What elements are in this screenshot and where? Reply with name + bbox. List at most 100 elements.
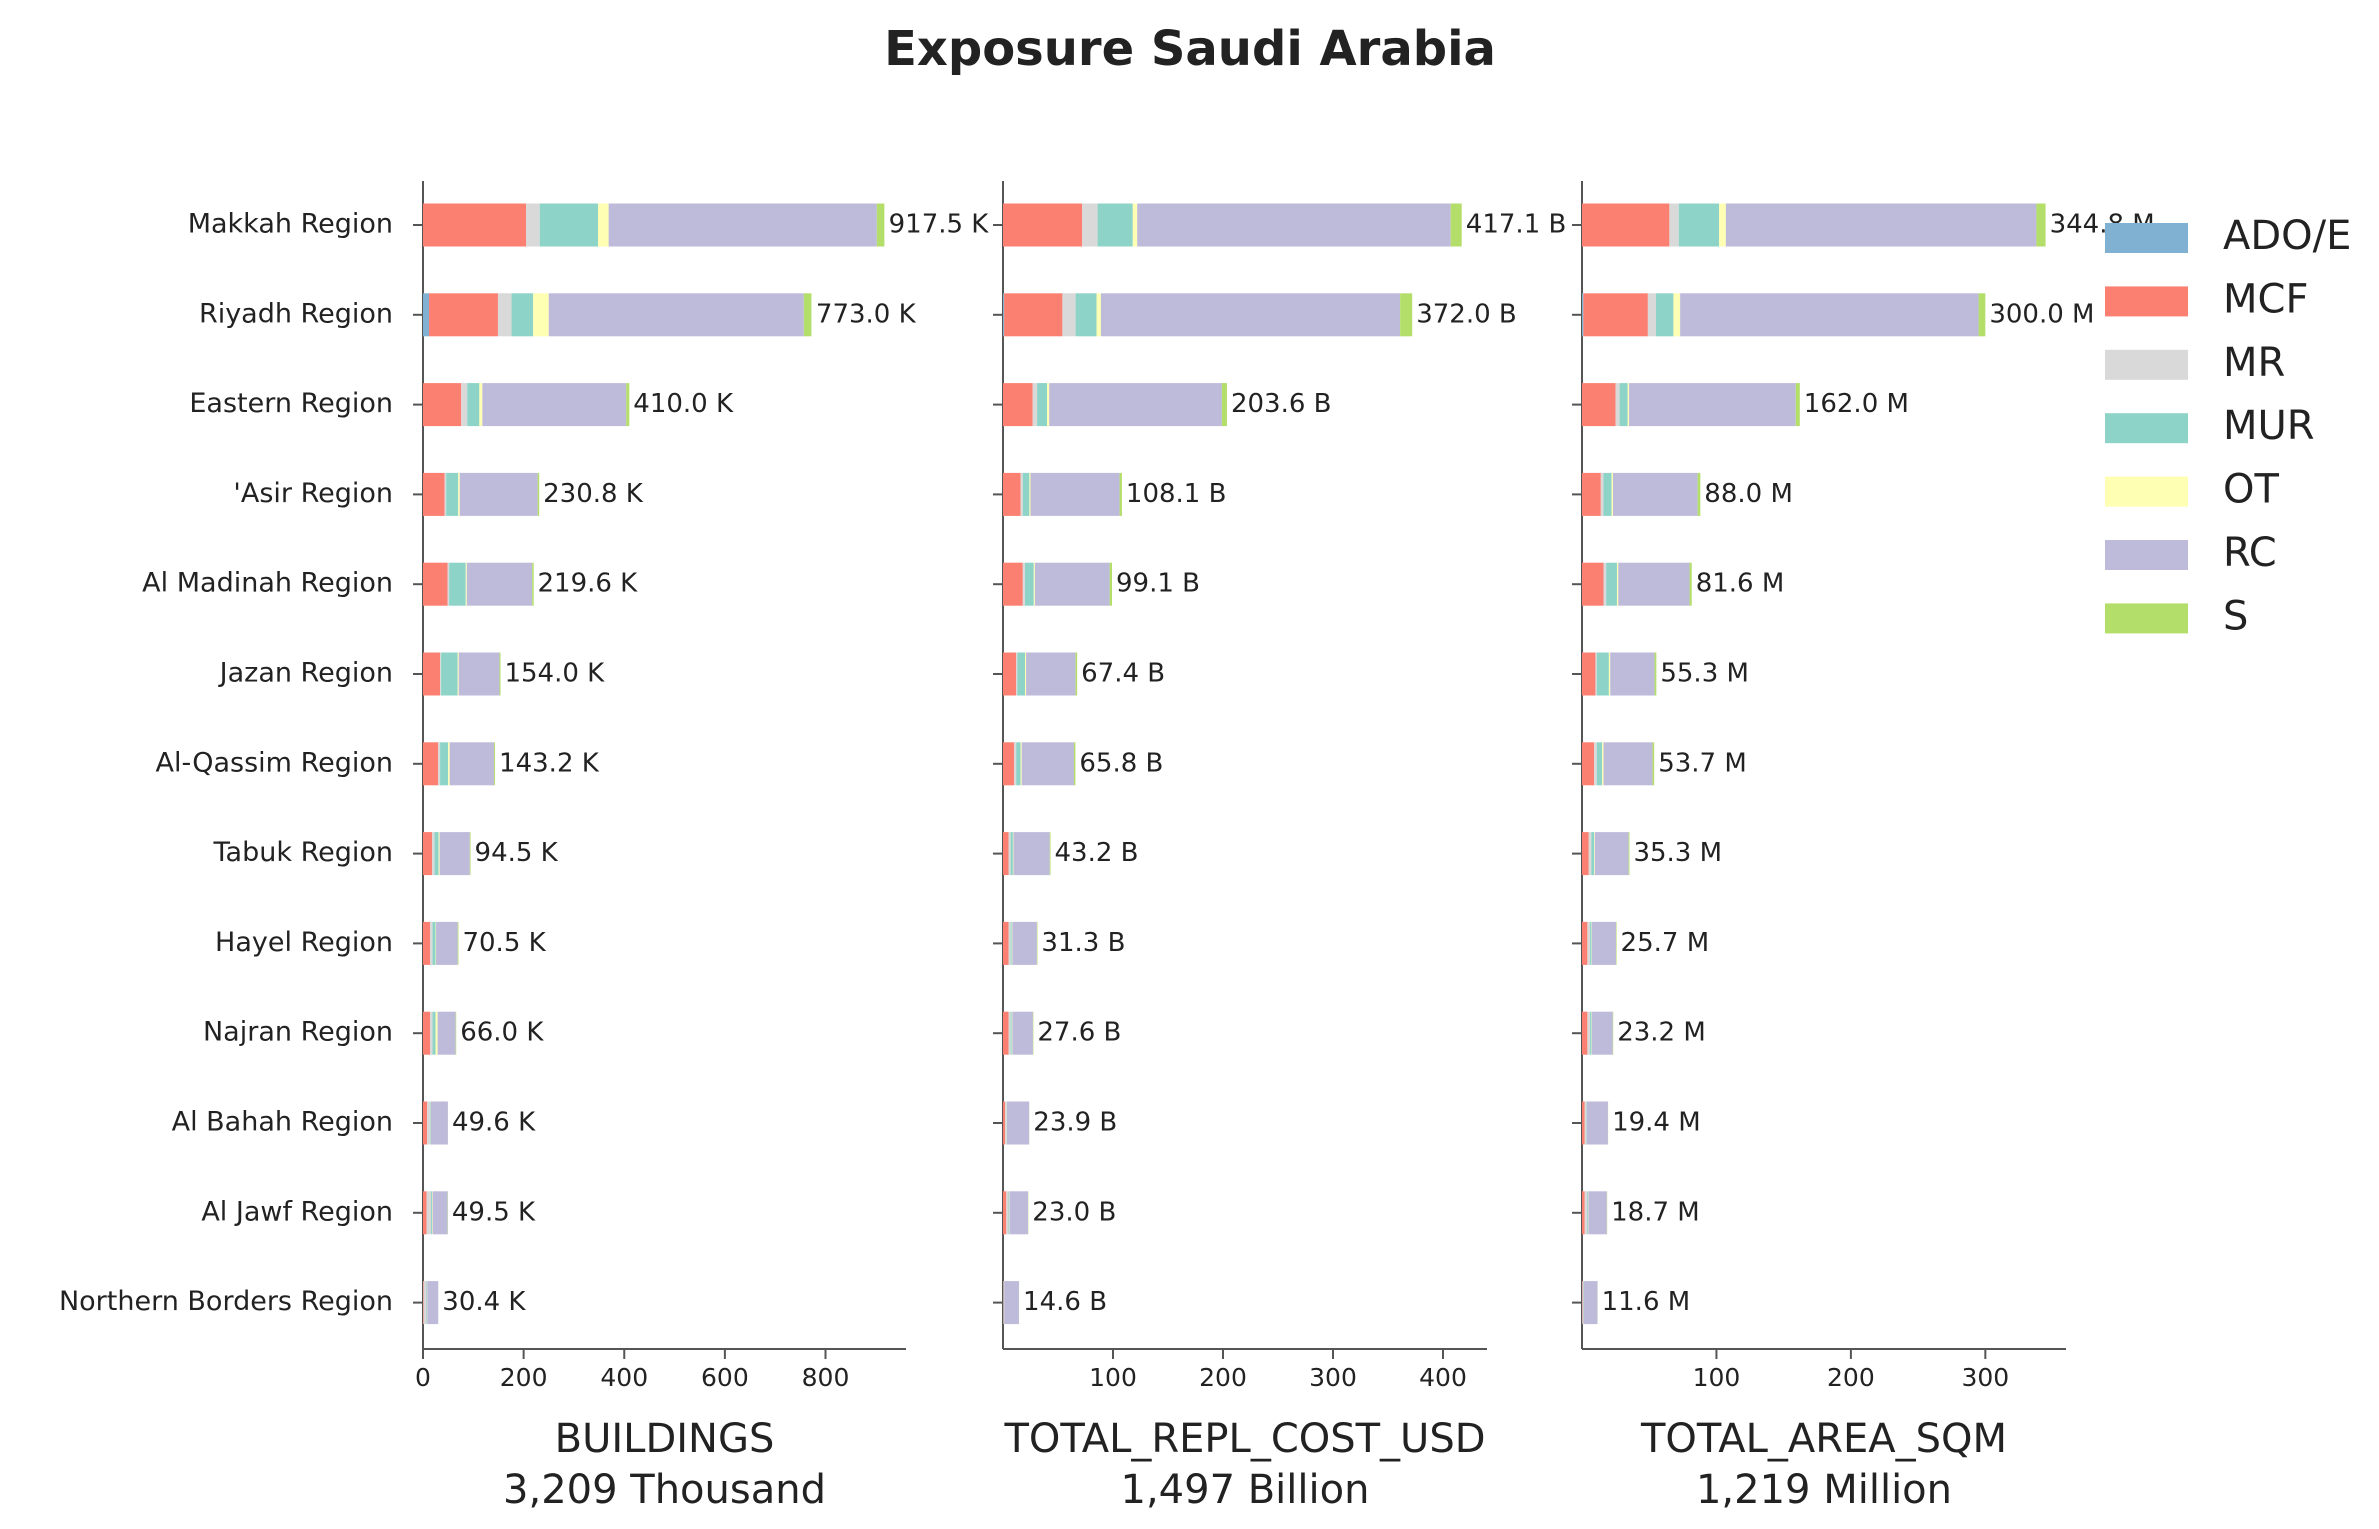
bar-segment (1020, 472, 1023, 516)
bar-segment (461, 383, 468, 427)
bar-segment (444, 472, 447, 516)
bar-segment (469, 832, 471, 876)
bar-segment (1003, 921, 1009, 965)
legend-label: MCF (2223, 276, 2308, 322)
bar-segment (1795, 383, 1800, 427)
bar-segment (1036, 921, 1038, 965)
bar-segment (423, 383, 462, 427)
x-axis-title: TOTAL_REPL_COST_USD (1003, 1416, 1485, 1462)
total-label: 11.6 M (1602, 1287, 1691, 1317)
bar-segment (432, 921, 436, 965)
bar-segment (423, 921, 431, 965)
y-tick-label: Riyadh Region (199, 298, 393, 329)
bar-segment (1615, 383, 1620, 427)
bar-segment (459, 472, 538, 516)
bar-segment (1588, 1191, 1607, 1235)
bar-segment (423, 1281, 427, 1325)
bar-segment (423, 1101, 428, 1145)
legend-label: ADO/E (2223, 213, 2351, 259)
total-label: 65.8 B (1079, 748, 1163, 778)
bar-segment (1082, 203, 1098, 247)
bar-segment (1033, 562, 1035, 606)
total-label: 66.0 K (460, 1018, 544, 1048)
bar-segment (1725, 203, 2037, 247)
bar-segment (1647, 293, 1656, 337)
bar-segment (1582, 1101, 1585, 1145)
bar-segment (1012, 1011, 1033, 1055)
bar-segment (1603, 742, 1653, 786)
bar-segment (439, 832, 470, 876)
bar-segment (1587, 1011, 1591, 1055)
bar-segment (1612, 472, 1698, 516)
bar-segment (1003, 1191, 1007, 1235)
total-label: 30.4 K (442, 1287, 526, 1317)
bar-segment (423, 1191, 427, 1235)
bar-segment (1003, 832, 1009, 876)
legend-swatch (2105, 223, 2188, 253)
bar-segment (1049, 383, 1222, 427)
bar-segment (1020, 742, 1022, 786)
bar-segment (432, 1191, 433, 1235)
bar-segment (440, 742, 449, 786)
bar-segment (457, 921, 459, 965)
total-label: 143.2 K (499, 748, 600, 778)
total-label: 53.7 M (1658, 748, 1747, 778)
x-tick-label: 400 (600, 1363, 648, 1392)
bar-segment (430, 1101, 431, 1145)
bar-segment (1583, 293, 1648, 337)
legend-label: S (2223, 593, 2248, 639)
bar-segment (1591, 832, 1595, 876)
bar-segment (1026, 652, 1076, 696)
bar-segment (1603, 472, 1612, 516)
bar-segment (1011, 1011, 1013, 1055)
bar-segment (1582, 293, 1584, 337)
bar-segment (435, 1011, 438, 1055)
bar-segment (457, 652, 459, 696)
bar-segment (526, 203, 540, 247)
bar-segment (1611, 472, 1613, 516)
bar-segment (1654, 652, 1657, 696)
bar-segment (803, 293, 812, 337)
bar-segment (1097, 203, 1133, 247)
bar-segment (423, 293, 430, 337)
total-label: 43.2 B (1055, 838, 1139, 868)
total-label: 18.7 M (1611, 1197, 1700, 1227)
bar-segment (1075, 652, 1078, 696)
bar-segment (1022, 472, 1030, 516)
bar-segment (1652, 742, 1655, 786)
bar-segment (1132, 203, 1138, 247)
bar-segment (430, 921, 433, 965)
bar-segment (533, 293, 549, 337)
bar-segment (1003, 203, 1083, 247)
total-label: 81.6 M (1696, 569, 1785, 599)
bar-segment (1006, 1191, 1009, 1235)
bar-segment (1012, 921, 1037, 965)
x-tick-label: 0 (415, 1363, 431, 1392)
bar-segment (537, 472, 540, 516)
bar-segment (1689, 562, 1692, 606)
bar-segment (1594, 832, 1629, 876)
x-tick-label: 400 (1419, 1363, 1467, 1392)
bar-segment (1008, 1011, 1011, 1055)
x-axis-subtitle: 3,209 Thousand (503, 1467, 826, 1513)
bar-segment (1011, 921, 1013, 965)
bar-segment (432, 1011, 436, 1055)
bar-segment (1582, 562, 1604, 606)
legend-swatch (2105, 540, 2188, 570)
total-label: 31.3 B (1041, 928, 1125, 958)
bar-segment (1584, 1191, 1588, 1235)
bar-segment (1047, 383, 1050, 427)
bar-segment (1003, 1281, 1004, 1325)
bar-segment (1029, 472, 1031, 516)
bar-segment (1680, 293, 1979, 337)
bar-segment (1400, 293, 1413, 337)
bar-segment (432, 832, 435, 876)
total-label: 417.1 B (1466, 210, 1567, 240)
bar-segment (548, 293, 804, 337)
bar-segment (1030, 472, 1120, 516)
total-label: 67.4 B (1081, 659, 1165, 689)
total-label: 94.5 K (475, 838, 559, 868)
bar-segment (1016, 652, 1018, 696)
x-axis-subtitle: 1,497 Billion (1121, 1467, 1370, 1513)
bar-segment (1004, 1281, 1019, 1325)
